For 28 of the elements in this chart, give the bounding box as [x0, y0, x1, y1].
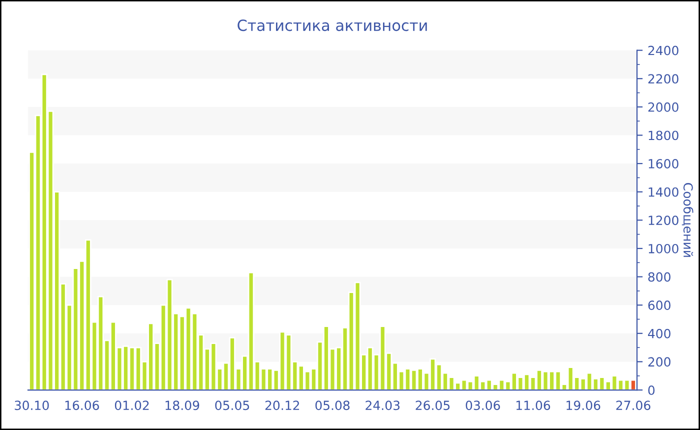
y-tick-label: 1400: [648, 187, 678, 197]
x-tick-label: 20.12: [265, 400, 300, 410]
x-tick-label: 05.05: [215, 400, 250, 410]
x-tick-label: 01.02: [114, 400, 149, 410]
y-tick-label: 600: [648, 300, 670, 310]
y-tick-label: 1800: [648, 130, 678, 140]
y-axis-title: Сообщений: [682, 183, 694, 257]
x-tick-label: 11.06: [516, 400, 550, 410]
y-tick-label: 400: [648, 328, 670, 338]
y-tick-label: 1600: [648, 159, 678, 168]
y-tick-label: 2200: [648, 74, 678, 84]
x-tick-label: 27.06: [616, 400, 650, 410]
y-tick-label: 200: [648, 357, 670, 367]
x-tick-label: 30.10: [14, 400, 49, 410]
y-tick-label: 2000: [648, 102, 678, 112]
x-tick-label: 24.03: [366, 400, 400, 410]
chart-title: Статистика активности: [238, 20, 427, 32]
y-tick-label: 1200: [648, 216, 678, 226]
x-tick-label: 05.08: [315, 400, 350, 410]
x-tick-label: 03.06: [466, 400, 500, 410]
y-tick-label: 0: [648, 385, 655, 395]
x-tick-label: 19.06: [566, 400, 600, 410]
x-tick-label: 26.05: [416, 400, 450, 410]
y-tick-label: 2400: [648, 46, 678, 56]
y-tick-label: 1000: [648, 244, 678, 254]
x-tick-label: 16.06: [65, 400, 99, 410]
x-tick-label: 18.09: [166, 400, 200, 410]
y-tick-label: 800: [648, 272, 670, 282]
